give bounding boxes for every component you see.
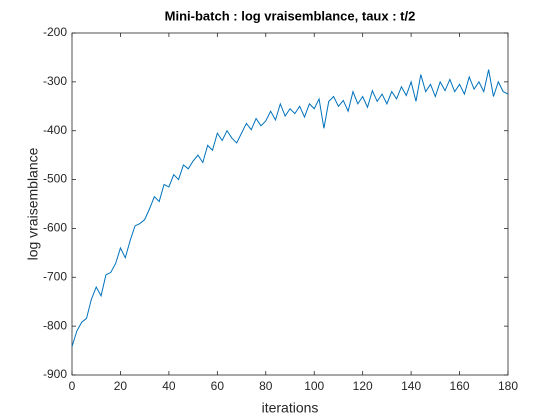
y-tick-label: -200 [43,25,67,39]
y-tick-label: -700 [43,269,67,283]
x-axis-label: iterations [262,400,319,416]
plot-frame [71,32,509,376]
chart-title: Mini-batch : log vraisemblance, taux : t… [165,8,416,23]
x-tick-label: 0 [69,379,76,393]
x-tick-label: 140 [401,379,421,393]
x-tick-label: 20 [114,379,128,393]
y-tick-label: -600 [43,221,67,235]
y-tick-label: -300 [43,74,67,88]
y-tick-label: -400 [43,123,67,137]
x-tick-label: 40 [162,379,176,393]
y-axis-label: log vraisemblance [25,147,41,260]
y-tick-label: -500 [43,172,67,186]
y-tick-label: -800 [43,318,67,332]
x-tick-label: 100 [304,379,324,393]
x-tick-label: 160 [450,379,470,393]
x-tick-label: 60 [211,379,225,393]
x-tick-label: 180 [498,379,518,393]
data-line [71,69,509,347]
x-tick-label: 120 [353,379,373,393]
x-tick-label: 80 [259,379,273,393]
y-tick-label: -900 [43,367,67,381]
